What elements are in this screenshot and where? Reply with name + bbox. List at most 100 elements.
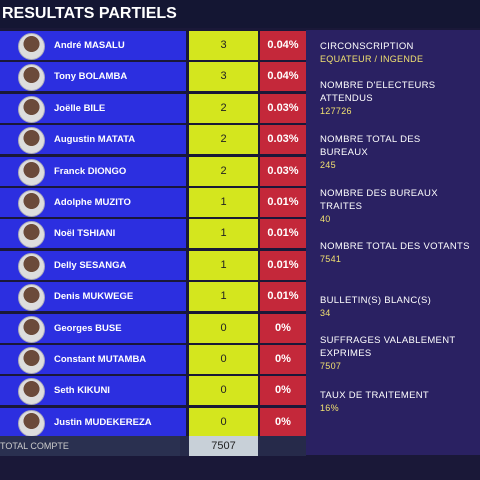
votes: 1: [189, 219, 258, 249]
info-label: NOMBRE D'ELECTEURS ATTENDUS: [320, 80, 436, 104]
votes: 0: [189, 313, 258, 343]
votes: 1: [189, 282, 258, 312]
candidate-name: Seth KIKUNI: [54, 385, 110, 397]
info-label: NOMBRE TOTAL DES VOTANTS: [320, 241, 470, 252]
candidate-photo: [18, 315, 45, 343]
percentage: 0.04%: [260, 62, 306, 92]
percentage: 0.03%: [260, 125, 306, 155]
candidate-photo: [18, 158, 45, 186]
candidate-name: Joëlle BILE: [54, 102, 106, 114]
info-value: 34: [320, 308, 331, 318]
candidate-cell: Georges BUSE: [0, 313, 186, 343]
candidate-name: Tony BOLAMBA: [54, 71, 128, 83]
votes: 2: [189, 156, 258, 186]
candidate-cell: Delly SESANGA: [0, 250, 186, 280]
candidate-name: Justin MUDEKEREZA: [54, 416, 152, 428]
info-item: TAUX DE TRAITEMENT 16%: [320, 389, 470, 415]
candidate-name: Augustin MATATA: [54, 134, 136, 146]
candidate-photo: [18, 95, 45, 123]
info-label: CIRCONSCRIPTION: [320, 41, 414, 52]
result-row: Augustin MATATA 2 0.03%: [0, 124, 306, 155]
info-label: BULLETIN(S) BLANC(S): [320, 295, 432, 306]
candidate-photo: [18, 284, 45, 312]
votes: 3: [189, 31, 258, 60]
info-item: SUFFRAGES VALABLEMENT EXPRIMES 7507: [320, 334, 470, 373]
result-row: Justin MUDEKEREZA 0 0%: [0, 407, 306, 438]
candidate-name: Denis MUKWEGE: [54, 291, 134, 303]
info-value: 7541: [320, 254, 342, 264]
candidate-cell: Augustin MATATA: [0, 125, 186, 155]
candidate-photo: [18, 221, 45, 249]
candidate-name: Franck DIONGO: [54, 165, 127, 177]
votes: 0: [189, 344, 258, 374]
info-label: NOMBRE DES BUREAUX TRAITES: [320, 188, 438, 212]
candidate-photo: [18, 409, 45, 437]
candidate-cell: Justin MUDEKEREZA: [0, 407, 186, 437]
candidate-photo: [18, 189, 45, 217]
total-value: 7507: [189, 436, 258, 456]
percentage: 0.01%: [260, 219, 306, 249]
title: RESULTATS PARTIELS: [0, 0, 480, 28]
percentage: 0%: [260, 344, 306, 374]
info-item: BULLETIN(S) BLANC(S) 34: [320, 294, 470, 320]
votes: 3: [189, 62, 258, 92]
info-item: CIRCONSCRIPTION EQUATEUR / INGENDE: [320, 40, 470, 66]
candidate-cell: Denis MUKWEGE: [0, 282, 186, 312]
votes: 1: [189, 187, 258, 217]
candidate-name: Delly SESANGA: [54, 259, 127, 271]
votes: 0: [189, 407, 258, 437]
candidate-name: André MASALU: [54, 40, 125, 51]
info-value: 16%: [320, 403, 339, 413]
percentage: 0%: [260, 407, 306, 437]
info-value: 7507: [320, 361, 342, 371]
candidate-cell: Tony BOLAMBA: [0, 62, 186, 92]
candidate-photo: [18, 378, 45, 406]
result-row: Adolphe MUZITO 1 0.01%: [0, 187, 306, 218]
info-value: 127726: [320, 106, 352, 116]
info-label: NOMBRE TOTAL DES BUREAUX: [320, 134, 421, 158]
result-row: Delly SESANGA 1 0.01%: [0, 250, 306, 281]
candidate-name: Georges BUSE: [54, 322, 122, 334]
info-label: SUFFRAGES VALABLEMENT EXPRIMES: [320, 335, 456, 359]
candidate-cell: Franck DIONGO: [0, 156, 186, 186]
info-item: NOMBRE TOTAL DES BUREAUX 245: [320, 133, 470, 172]
candidate-name: Adolphe MUZITO: [54, 196, 131, 208]
votes: 1: [189, 250, 258, 280]
candidate-photo: [18, 127, 45, 155]
percentage: 0.03%: [260, 93, 306, 123]
info-value: 245: [320, 160, 336, 170]
result-row: André MASALU 3 0.04%: [0, 30, 306, 61]
candidate-cell: Seth KIKUNI: [0, 376, 186, 406]
candidate-photo: [18, 346, 45, 374]
candidate-name: Constant MUTAMBA: [54, 353, 147, 365]
result-row: Georges BUSE 0 0%: [0, 313, 306, 344]
percentage: 0.01%: [260, 282, 306, 312]
percentage: 0.01%: [260, 250, 306, 280]
votes: 2: [189, 125, 258, 155]
candidate-cell: Adolphe MUZITO: [0, 187, 186, 217]
info-item: NOMBRE DES BUREAUX TRAITES 40: [320, 187, 470, 226]
info-panel: CIRCONSCRIPTION EQUATEUR / INGENDE NOMBRE …: [306, 30, 480, 455]
percentage: 0.03%: [260, 156, 306, 186]
candidate-photo: [18, 33, 45, 60]
percentage: 0%: [260, 313, 306, 343]
result-row: Franck DIONGO 2 0.03%: [0, 156, 306, 187]
votes: 2: [189, 93, 258, 123]
candidate-cell: Constant MUTAMBA: [0, 344, 186, 374]
candidate-cell: Joëlle BILE: [0, 93, 186, 123]
percentage: 0%: [260, 376, 306, 406]
result-row: Joëlle BILE 2 0.03%: [0, 93, 306, 124]
info-label: TAUX DE TRAITEMENT: [320, 390, 430, 401]
info-value: 40: [320, 214, 331, 224]
result-row: Noël TSHIANI 1 0.01%: [0, 218, 306, 249]
percentage: 0.01%: [260, 187, 306, 217]
result-row: Seth KIKUNI 0 0%: [0, 375, 306, 406]
candidate-cell: André MASALU: [0, 31, 186, 60]
info-item: NOMBRE TOTAL DES VOTANTS 7541: [320, 240, 470, 266]
info-item: NOMBRE D'ELECTEURS ATTENDUS 127726: [320, 79, 470, 118]
candidate-photo: [18, 252, 45, 280]
results-table: André MASALU 3 0.04% Tony BOLAMBA 3 0.04% Joël…: [0, 30, 306, 438]
total-row: TOTAL COMPTE 7507: [0, 436, 306, 456]
votes: 0: [189, 376, 258, 406]
result-row: Tony BOLAMBA 3 0.04%: [0, 61, 306, 92]
